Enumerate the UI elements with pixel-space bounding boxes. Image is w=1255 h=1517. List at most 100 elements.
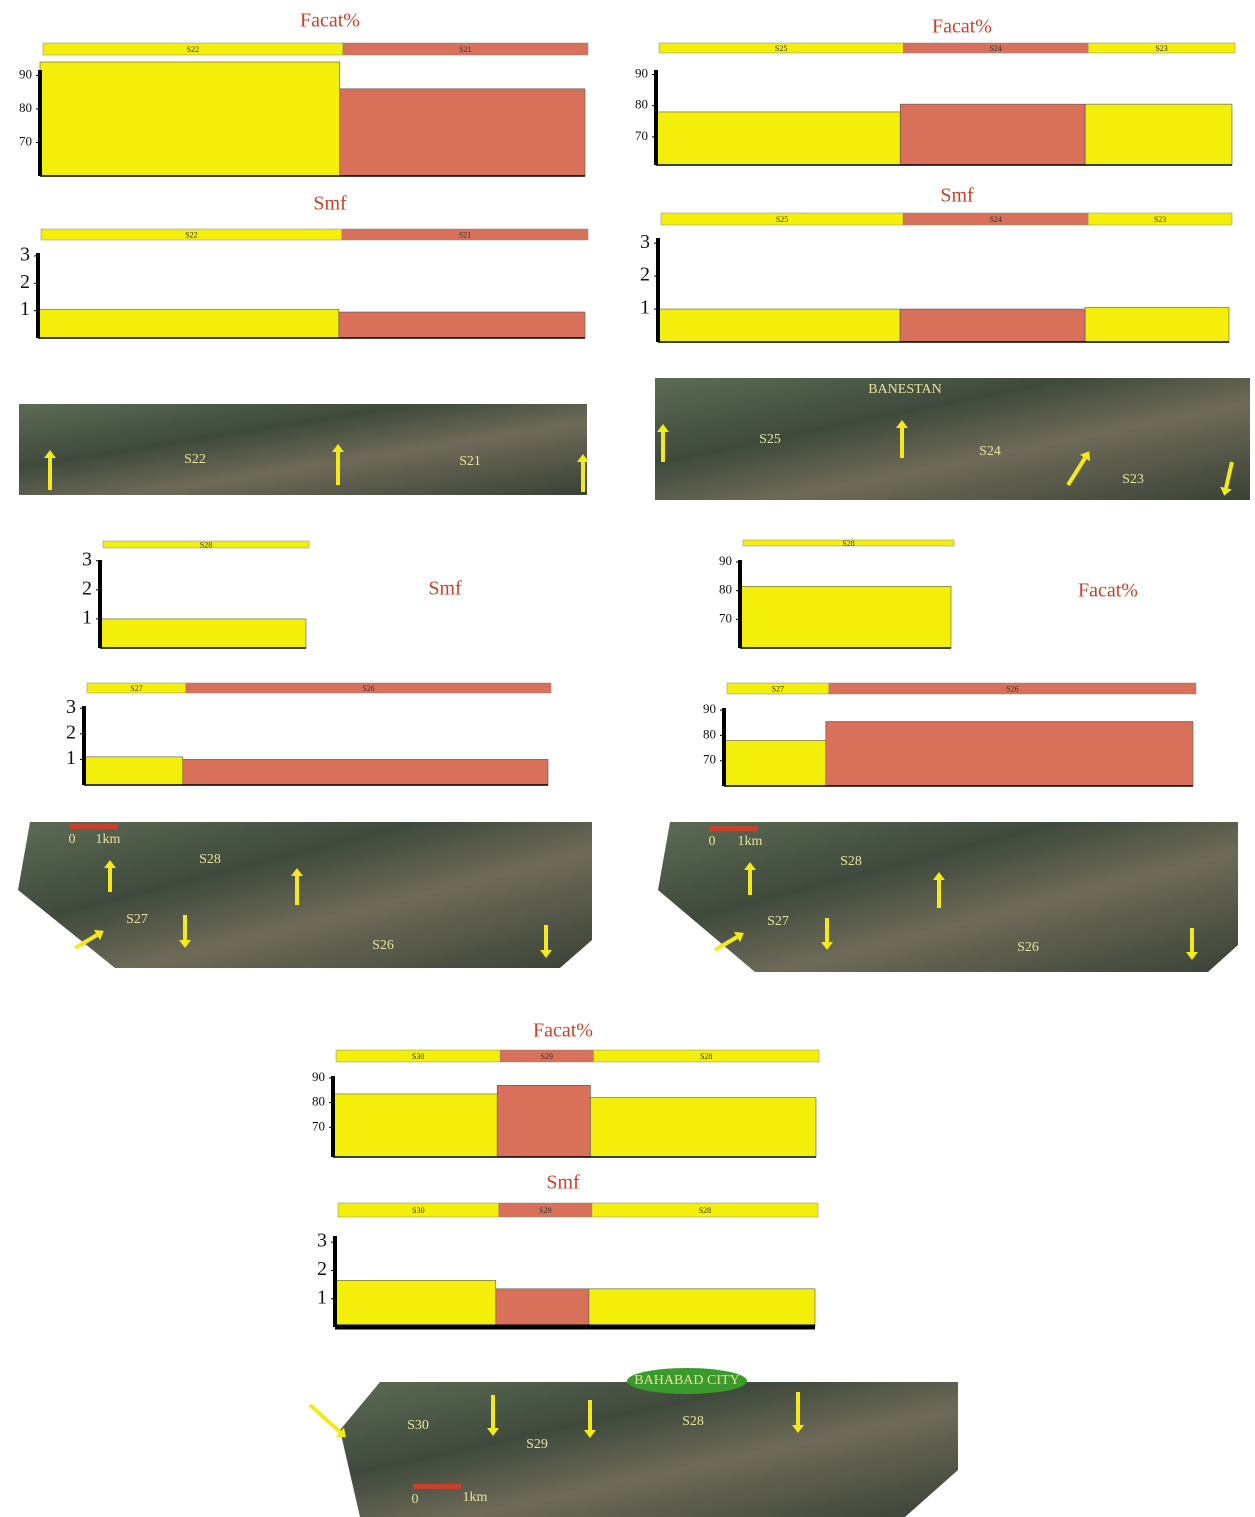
map-label: 1km xyxy=(738,834,763,849)
y-tick-label: 3 xyxy=(317,1230,327,1252)
category-label: S21 xyxy=(459,45,471,54)
category-label: S27 xyxy=(130,684,142,693)
y-tick-label: 90 xyxy=(312,1069,325,1084)
y-tick-label: 90 xyxy=(703,701,716,716)
map-label: S28 xyxy=(840,854,862,869)
chart-title: Facat% xyxy=(533,1020,593,1042)
scale-bar xyxy=(710,826,758,831)
chart-title: Smf xyxy=(428,578,462,600)
map-label: S26 xyxy=(372,938,394,953)
chart-title: Facat% xyxy=(300,10,360,32)
y-tick-label: 2 xyxy=(66,721,76,743)
y-tick-label: 2 xyxy=(20,271,30,293)
image-area xyxy=(19,404,587,495)
category-label: S24 xyxy=(989,44,1001,53)
y-tick-label: 3 xyxy=(82,548,92,570)
map-label: S27 xyxy=(767,914,789,929)
category-label: S30 xyxy=(412,1052,424,1061)
chart-title: Smf xyxy=(546,1172,580,1194)
satellite-image: S22 S21 xyxy=(19,404,589,495)
category-label: S26 xyxy=(362,684,374,693)
category-label: S27 xyxy=(772,684,784,693)
bar xyxy=(740,586,951,648)
satellite-image: S28S27S2601km xyxy=(18,822,592,968)
y-tick-label: 1 xyxy=(66,747,76,769)
y-tick-label: 70 xyxy=(719,610,732,625)
category-label: S25 xyxy=(775,44,787,53)
map-label: S27 xyxy=(126,912,148,927)
category-label: S24 xyxy=(989,215,1001,224)
chart-title: Facat% xyxy=(932,16,992,38)
category-label: S28 xyxy=(842,539,854,548)
category-label: S22 xyxy=(187,45,199,54)
bar xyxy=(496,1289,589,1327)
y-tick-label: 2 xyxy=(82,577,92,599)
bar xyxy=(900,104,1085,165)
bar xyxy=(339,312,585,338)
map-label: 0 xyxy=(412,1492,419,1507)
y-tick-label: 80 xyxy=(19,100,32,115)
map-label: BANESTAN xyxy=(868,382,942,397)
category-label: S29 xyxy=(541,1052,553,1061)
y-tick-label: 2 xyxy=(640,264,650,286)
y-tick-label: 70 xyxy=(19,133,32,148)
satellite-image: BAHABAD CITY S30 S29 S28 0 1km xyxy=(310,1368,958,1517)
bar xyxy=(340,89,585,176)
category-label: S28 xyxy=(700,1052,712,1061)
map-label: S22 xyxy=(184,452,206,467)
y-tick-label: 1 xyxy=(317,1286,327,1308)
bar xyxy=(497,1085,590,1157)
image-area xyxy=(655,378,1250,500)
y-tick-label: 80 xyxy=(635,97,648,112)
map-label: 1km xyxy=(463,1490,488,1505)
map-label: S29 xyxy=(526,1437,548,1452)
category-label: S30 xyxy=(412,1206,424,1215)
map-label: BAHABAD CITY xyxy=(634,1373,739,1388)
chart-title: Facat% xyxy=(1078,580,1138,602)
bar xyxy=(826,722,1193,787)
figure: Facat% S22 S21 70 80 90 Smf S22 S21 1 2 3 Facat% S25 S… xyxy=(0,0,1255,1517)
map-label: S26 xyxy=(1017,940,1039,955)
scale-bar xyxy=(413,1484,461,1489)
category-label: S23 xyxy=(1155,44,1167,53)
category-label: S29 xyxy=(539,1206,551,1215)
map-label: S28 xyxy=(682,1414,704,1429)
map-label: S23 xyxy=(1122,472,1144,487)
y-tick-label: 80 xyxy=(719,582,732,597)
y-tick-label: 70 xyxy=(312,1118,325,1133)
category-label: S25 xyxy=(776,215,788,224)
map-label: S30 xyxy=(407,1418,429,1433)
bar xyxy=(656,112,900,165)
map-label: S21 xyxy=(459,454,481,469)
chart-title: Smf xyxy=(940,185,974,207)
bar xyxy=(658,309,900,342)
bar xyxy=(1085,104,1232,165)
category-label: S26 xyxy=(1006,684,1018,693)
bar xyxy=(84,757,183,785)
bar xyxy=(590,1098,816,1157)
map-label: S28 xyxy=(199,852,221,867)
chart-title: Smf xyxy=(313,193,347,215)
category-label: S23 xyxy=(1154,215,1166,224)
y-tick-label: 90 xyxy=(719,553,732,568)
bar xyxy=(40,62,340,176)
bar xyxy=(100,619,306,648)
bar xyxy=(38,309,339,338)
bar xyxy=(589,1289,815,1327)
map-label: 0 xyxy=(709,834,716,849)
arrow xyxy=(310,1405,340,1432)
y-tick-label: 1 xyxy=(640,297,650,319)
scale-bar xyxy=(70,824,118,829)
category-label: S21 xyxy=(459,230,471,239)
bar xyxy=(333,1094,497,1157)
y-tick-label: 3 xyxy=(20,244,30,266)
bar xyxy=(1085,307,1229,342)
y-tick-label: 1 xyxy=(20,298,30,320)
map-label: S25 xyxy=(759,432,781,447)
category-label: S28 xyxy=(200,540,212,549)
y-tick-label: 80 xyxy=(312,1094,325,1109)
y-tick-label: 3 xyxy=(66,696,76,718)
y-tick-label: 80 xyxy=(703,726,716,741)
y-tick-label: 90 xyxy=(635,65,648,80)
